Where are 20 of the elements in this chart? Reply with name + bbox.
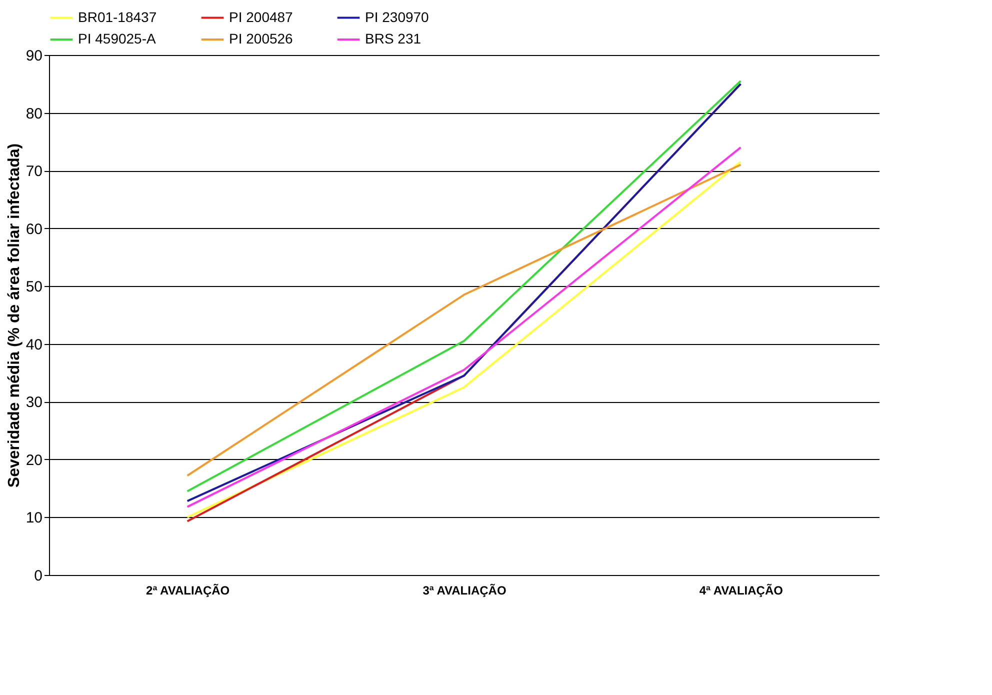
y-tick-label: 50 — [26, 278, 42, 296]
y-tick-label: 60 — [26, 220, 42, 238]
legend-label: BR01-18437 — [78, 8, 157, 25]
y-tick-label: 20 — [26, 452, 42, 469]
y-tick-label: 90 — [26, 48, 42, 64]
legend-label: BRS 231 — [365, 30, 422, 46]
legend-label: PI 230970 — [365, 8, 430, 25]
x-tick-label: 4ª AVALIAÇÃO — [699, 584, 783, 598]
y-tick-label: 70 — [26, 163, 42, 180]
legend-label: PI 200526 — [229, 30, 294, 46]
y-axis-title: Severidade média (% de área foliar infectada) — [6, 143, 23, 488]
y-tick-label: 30 — [26, 394, 42, 412]
legend-label: PI 459025-A — [78, 30, 156, 46]
y-tick-label: 10 — [26, 510, 42, 527]
y-tick-label: 0 — [34, 568, 42, 584]
y-tick-label: 80 — [26, 105, 42, 122]
y-tick-label: 40 — [26, 336, 42, 354]
x-tick-label: 2ª AVALIAÇÃO — [146, 584, 230, 598]
x-tick-label: 3ª AVALIAÇÃO — [422, 584, 506, 598]
legend-label: PI 200487 — [229, 8, 294, 25]
